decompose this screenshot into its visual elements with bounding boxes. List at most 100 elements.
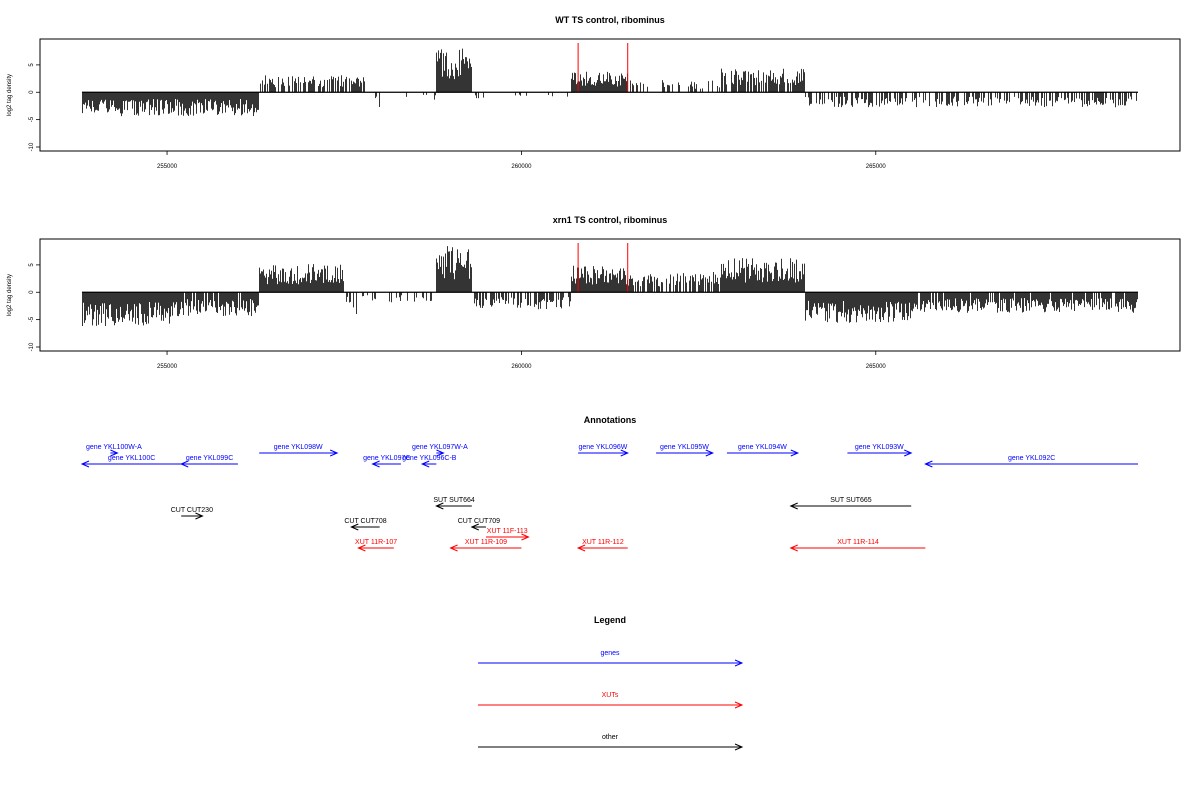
annotation-feature: CUT CUT708: [344, 518, 387, 531]
feature-arrow-arrowhead: [420, 460, 430, 468]
y-axis-label-xrn1: log2 tag density: [7, 274, 13, 316]
panel-xrn1: xrn1 TS control, ribominus log2 tag dens…: [7, 215, 1181, 370]
feature-label: gene YKL100C: [108, 455, 155, 462]
feature-label: XUT 11F-113: [487, 528, 528, 535]
legend-arrow-arrowhead: [734, 659, 744, 667]
annotation-feature: gene YKL100C: [80, 455, 182, 468]
annotation-feature: gene YKL097W-A: [412, 444, 468, 457]
legend-label: other: [602, 734, 619, 741]
annotation-feature: gene YKL097C: [363, 455, 410, 468]
feature-arrow-arrowhead: [904, 449, 913, 457]
feature-arrow-arrowhead: [436, 449, 445, 457]
annotation-feature: CUT CUT230: [171, 507, 213, 520]
feature-arrow-arrowhead: [110, 449, 119, 457]
annotation-feature: gene YKL098W: [259, 444, 339, 457]
feature-arrow-arrowhead: [179, 460, 189, 468]
annotation-feature: CUT CUT709: [458, 518, 500, 531]
legend-label: XUTs: [602, 692, 619, 699]
markers-xrn1: [577, 243, 629, 293]
x-tick-label: 260000: [511, 164, 532, 170]
feature-arrow-arrowhead: [789, 502, 798, 510]
x-tick-label: 265000: [866, 164, 887, 170]
annotation-feature: SUT SUT665: [789, 497, 912, 510]
panel-title-xrn1: xrn1 TS control, ribominus: [553, 215, 668, 225]
feature-label: SUT SUT664: [433, 497, 475, 504]
panel-title-wt: WT TS control, ribominus: [555, 15, 665, 25]
feature-arrow-arrowhead: [521, 533, 530, 541]
panel-wt: WT TS control, ribominus log2 tag densit…: [7, 15, 1181, 170]
annotation-feature: XUT 11F-113: [485, 528, 530, 541]
feature-arrow-arrowhead: [435, 502, 444, 510]
y-tick-label: 5: [29, 263, 35, 267]
annotation-track: gene YKL100W-A gene YKL100C gene YKL099C ge…: [80, 444, 1138, 552]
legend-title: Legend: [594, 615, 626, 625]
feature-label: CUT CUT230: [171, 507, 213, 514]
annotation-feature: gene YKL100W-A: [86, 444, 142, 457]
y-axis-xrn1: -10 -5 0 5: [29, 263, 40, 351]
feature-arrow-arrowhead: [449, 544, 458, 552]
feature-label: CUT CUT708: [344, 518, 386, 525]
y-tick-label: 0: [29, 90, 35, 94]
feature-label: XUT 11R-107: [355, 539, 397, 546]
feature-label: gene YKL099C: [186, 455, 233, 462]
feature-arrow-arrowhead: [705, 449, 715, 457]
feature-label: XUT 11R-114: [837, 539, 879, 546]
feature-arrow-arrowhead: [350, 523, 359, 531]
feature-arrow-arrowhead: [357, 544, 366, 552]
plot-frame-xrn1: [39, 238, 1181, 352]
y-tick-label: -10: [29, 342, 35, 351]
feature-arrow-arrowhead: [195, 512, 204, 520]
legend-entry: other: [478, 734, 744, 751]
legend: genes XUTs other: [478, 650, 744, 751]
y-tick-label: -5: [29, 116, 35, 122]
x-axis-xrn1: 255000 260000 265000: [157, 351, 886, 370]
annotation-feature: XUT 11R-109: [449, 539, 522, 552]
annotation-feature: gene YKL099C: [179, 455, 238, 468]
feature-label: gene YKL100W-A: [86, 444, 142, 451]
feature-label: CUT CUT709: [458, 518, 500, 525]
feature-arrow-arrowhead: [371, 460, 380, 468]
feature-arrow-arrowhead: [329, 449, 339, 457]
feature-label: gene YKL097W-A: [412, 444, 468, 451]
feature-label: gene YKL097C: [363, 455, 410, 462]
y-tick-label: 0: [29, 290, 35, 294]
feature-arrow-arrowhead: [576, 544, 586, 552]
y-tick-label: 5: [29, 63, 35, 67]
y-tick-label: -5: [29, 316, 35, 322]
annotation-feature: gene YKL096W: [578, 444, 629, 457]
feature-label: XUT 11R-112: [582, 539, 624, 546]
feature-label: gene YKL093W: [855, 444, 904, 451]
feature-label: gene YKL092C: [1008, 455, 1055, 462]
annotation-feature: gene YKL093W: [847, 444, 913, 457]
x-tick-label: 265000: [866, 364, 887, 370]
markers-wt: [577, 43, 629, 93]
feature-label: gene YKL096W: [578, 444, 627, 451]
legend-label: genes: [600, 650, 620, 657]
y-tick-label: -10: [29, 142, 35, 151]
legend-entry: XUTs: [478, 692, 744, 709]
annotation-feature: XUT 11R-107: [355, 539, 397, 552]
x-tick-label: 260000: [511, 364, 532, 370]
annotation-feature: SUT SUT664: [433, 497, 475, 510]
x-tick-label: 255000: [157, 364, 178, 370]
annotations-title: Annotations: [584, 415, 637, 425]
y-axis-label-wt: log2 tag density: [7, 74, 13, 116]
feature-arrow-arrowhead: [789, 544, 798, 552]
annotation-feature: gene YKL096C-B: [402, 455, 457, 468]
annotation-feature: gene YKL092C: [924, 455, 1138, 468]
feature-label: gene YKL094W: [738, 444, 787, 451]
feature-label: gene YKL095W: [660, 444, 709, 451]
feature-arrow-arrowhead: [620, 449, 629, 457]
feature-arrow-arrowhead: [790, 449, 800, 457]
plot-frame-wt: [39, 38, 1181, 152]
feature-arrow-arrowhead: [924, 460, 933, 468]
annotation-feature: gene YKL094W: [726, 444, 800, 457]
annotation-feature: XUT 11R-114: [789, 539, 926, 552]
bars-xrn1: [82, 246, 1138, 327]
bars-wt: [82, 48, 1137, 117]
legend-entry: genes: [478, 650, 744, 667]
legend-arrow-arrowhead: [734, 743, 744, 751]
x-tick-label: 255000: [157, 164, 178, 170]
x-axis-wt: 255000 260000 265000: [157, 151, 886, 170]
